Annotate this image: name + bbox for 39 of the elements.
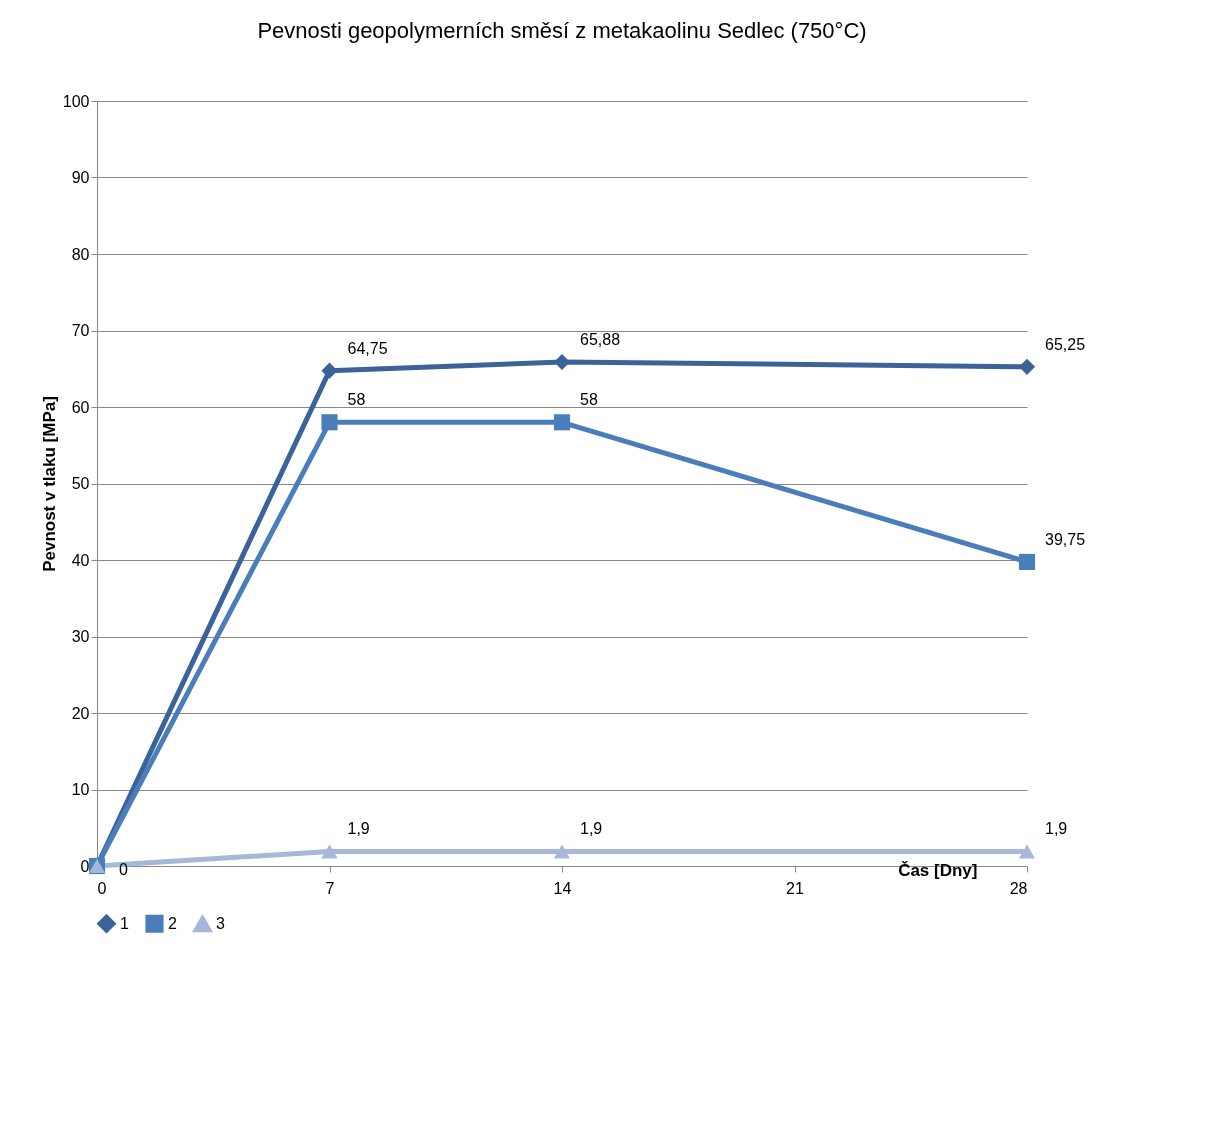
point	[321, 844, 338, 859]
data-label: 1,9	[580, 820, 603, 838]
x-tick-label: 28	[1009, 879, 1028, 897]
x-tick-label: 14	[553, 879, 572, 897]
x-axis-title: Čas [Dny]	[898, 860, 978, 880]
data-label: 58	[347, 391, 366, 409]
data-label: 65,25	[1045, 335, 1086, 353]
y-tick-label: 50	[71, 475, 90, 492]
legend-label: 1	[120, 914, 129, 932]
y-tick-label: 20	[71, 704, 90, 722]
data-label: 58	[580, 391, 598, 409]
data-label: 0	[119, 861, 128, 878]
y-tick-label: 0	[80, 857, 90, 875]
legend-label: 3	[216, 915, 225, 933]
y-tick-label: 30	[71, 628, 90, 645]
x-tick-label: 21	[786, 879, 804, 897]
point	[1018, 844, 1036, 859]
y-tick-label: 90	[71, 169, 90, 186]
data-label: 39,75	[1045, 530, 1086, 548]
point	[321, 414, 338, 431]
legend-label: 2	[168, 914, 177, 932]
point	[553, 414, 571, 431]
chart-title: Pevnosti geopolymerních směsí z metakaolinu Sedlec (750°C)	[257, 18, 867, 43]
x-tick-label: 0	[97, 879, 107, 897]
data-label: 64,75	[347, 339, 388, 357]
x-tick-label: 7	[325, 879, 335, 897]
y-tick-label: 80	[71, 245, 90, 263]
point	[321, 362, 338, 379]
y-axis-title: Pevnost v tlaku [MPa]	[39, 396, 59, 572]
y-tick-label: 60	[71, 398, 90, 416]
y-tick-label: 40	[71, 551, 90, 569]
y-tick-label: 10	[71, 781, 90, 798]
point	[1018, 553, 1036, 570]
data-label: 1,9	[347, 820, 370, 838]
point	[553, 844, 571, 859]
y-tick-label: 70	[71, 322, 90, 339]
data-label: 1,9	[1045, 820, 1068, 838]
data-label: 65,88	[580, 331, 621, 349]
y-tick-label: 100	[62, 92, 90, 110]
